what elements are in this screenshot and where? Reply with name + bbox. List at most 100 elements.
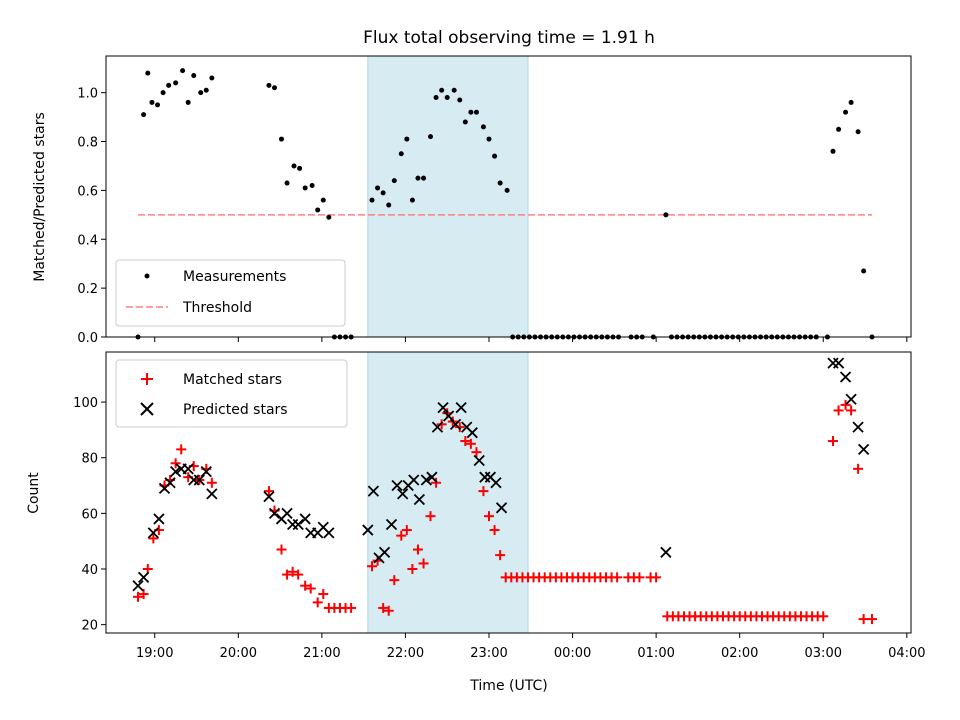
measurement-point bbox=[468, 109, 474, 115]
legend-matched-label: Matched stars bbox=[183, 372, 282, 388]
measurement-point bbox=[185, 99, 191, 105]
measurement-point bbox=[830, 148, 836, 154]
matched-point bbox=[346, 602, 357, 613]
measurement-point bbox=[141, 112, 147, 118]
predicted-point bbox=[170, 465, 182, 478]
measurement-point bbox=[398, 151, 404, 157]
predicted-point bbox=[832, 357, 845, 369]
matched-point bbox=[465, 438, 476, 449]
matched-point bbox=[396, 530, 407, 541]
chart-title: Flux total observing time = 1.91 h bbox=[363, 28, 655, 48]
bottom-legend-box bbox=[115, 359, 348, 428]
bottom-legend: Matched stars Predicted stars bbox=[115, 359, 348, 428]
bottom-axes-frame bbox=[105, 351, 912, 634]
matched-point bbox=[818, 611, 829, 622]
matched-point bbox=[287, 566, 298, 577]
matched-point bbox=[133, 591, 144, 602]
measurement-point bbox=[160, 90, 166, 96]
legend-matched-marker bbox=[141, 373, 153, 385]
measurement-point bbox=[320, 197, 326, 203]
x-tick-label: 01:00 bbox=[637, 646, 674, 661]
matched-point bbox=[138, 589, 149, 600]
x-tick-label: 21:00 bbox=[303, 646, 340, 661]
top-legend-box bbox=[115, 259, 346, 327]
measurement-point bbox=[155, 102, 161, 108]
predicted-point bbox=[413, 493, 426, 506]
measurement-point bbox=[297, 165, 303, 171]
matched-point bbox=[833, 405, 844, 416]
predicted-point bbox=[431, 421, 444, 433]
predicted-point bbox=[391, 479, 403, 492]
measurement-point bbox=[404, 136, 410, 142]
top-y-tick-label: 0.2 bbox=[77, 282, 98, 297]
measurement-point bbox=[480, 124, 486, 130]
measurement-point bbox=[421, 175, 427, 181]
matched-point bbox=[471, 447, 482, 458]
x-tick-label: 00:00 bbox=[554, 646, 591, 661]
bottom-y-ticks: 20 40 60 80 100 bbox=[73, 396, 106, 634]
top-y-tick-label: 0.0 bbox=[77, 331, 98, 346]
matched-point bbox=[300, 580, 311, 591]
matched-point bbox=[170, 458, 181, 469]
matched-point bbox=[389, 575, 400, 586]
matched-point bbox=[484, 511, 495, 522]
measurement-point bbox=[315, 207, 321, 213]
bottom-y-tick-label: 60 bbox=[81, 507, 98, 522]
matched-point bbox=[407, 564, 418, 575]
measurement-point bbox=[198, 90, 204, 96]
matched-point bbox=[206, 477, 217, 488]
measurement-point bbox=[375, 185, 381, 191]
measurement-point bbox=[278, 136, 284, 142]
x-axis-label: Time (UTC) bbox=[469, 678, 547, 694]
x-tick-label: 02:00 bbox=[721, 646, 758, 661]
matched-point bbox=[425, 511, 436, 522]
x-tick-label: 19:00 bbox=[136, 646, 173, 661]
top-axes-frame bbox=[105, 55, 912, 338]
measurement-point bbox=[861, 268, 867, 274]
predicted-point bbox=[200, 465, 212, 478]
matched-point bbox=[383, 605, 394, 616]
matched-point bbox=[276, 544, 287, 555]
legend-predicted-label: Predicted stars bbox=[183, 402, 288, 418]
measurement-point bbox=[149, 99, 155, 105]
bottom-y-tick-label: 80 bbox=[81, 452, 98, 467]
matched-point bbox=[436, 419, 447, 430]
predicted-point bbox=[182, 463, 194, 475]
predicted-point bbox=[281, 507, 293, 520]
matched-point bbox=[828, 436, 839, 447]
matched-point bbox=[454, 422, 465, 433]
matched-point bbox=[846, 405, 857, 416]
measurement-point bbox=[369, 197, 375, 203]
x-tick-label: 03:00 bbox=[805, 646, 842, 661]
legend-predicted-marker bbox=[140, 402, 154, 416]
matched-point bbox=[460, 436, 471, 447]
top-y-ticks: 0.0 0.2 0.4 0.6 0.8 1.0 bbox=[77, 87, 106, 346]
measurement-point bbox=[433, 95, 439, 101]
measurement-point bbox=[302, 185, 308, 191]
matched-point bbox=[612, 572, 623, 583]
measurement-point bbox=[462, 119, 468, 125]
top-y-label: Matched/Predicted stars bbox=[32, 112, 48, 282]
measurement-point bbox=[266, 82, 272, 88]
predicted-point bbox=[299, 513, 311, 525]
measurement-point bbox=[203, 87, 209, 93]
matched-point bbox=[293, 569, 304, 580]
measurement-point bbox=[386, 202, 392, 208]
matched-point bbox=[367, 561, 378, 572]
x-tick-label: 20:00 bbox=[220, 646, 257, 661]
x-tick-label: 04:00 bbox=[888, 646, 925, 661]
predicted-point bbox=[466, 427, 478, 439]
predicted-point bbox=[845, 393, 857, 405]
predicted-point bbox=[397, 488, 409, 500]
top-y-tick-label: 0.8 bbox=[77, 136, 98, 151]
predicted-point bbox=[437, 402, 449, 414]
bottom-panel: 20 40 60 80 100 19:00 20:00 21:00 22:00 23:00 00:… bbox=[26, 351, 926, 694]
matched-point bbox=[378, 602, 389, 613]
predicted-point bbox=[367, 485, 380, 497]
measurement-point bbox=[855, 129, 861, 135]
bottom-y-label: Count bbox=[26, 472, 42, 514]
measurement-point bbox=[497, 180, 503, 186]
measurement-point bbox=[486, 136, 492, 142]
measurement-point bbox=[145, 70, 151, 76]
legend-threshold-label: Threshold bbox=[182, 300, 252, 316]
